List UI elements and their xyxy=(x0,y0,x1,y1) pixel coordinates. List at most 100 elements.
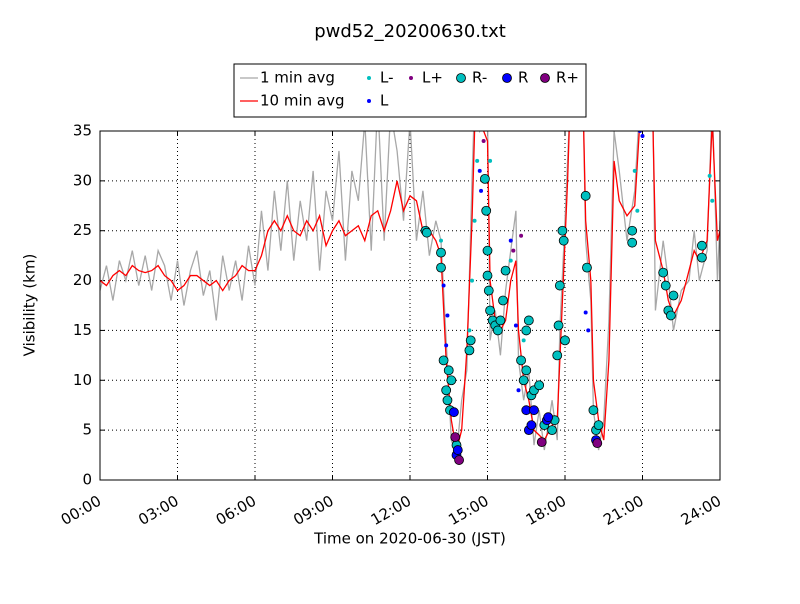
marker xyxy=(558,235,569,246)
legend-swatch xyxy=(540,73,550,83)
marker xyxy=(464,345,475,356)
legend-swatch xyxy=(502,73,512,83)
marker xyxy=(450,432,461,443)
marker xyxy=(439,238,443,243)
y-tick-label: 0 xyxy=(82,471,92,489)
marker xyxy=(438,355,449,366)
marker xyxy=(481,138,486,143)
marker xyxy=(467,328,472,333)
legend-swatch xyxy=(367,76,371,80)
legend-label: 1 min avg xyxy=(260,69,335,87)
marker xyxy=(660,280,671,291)
marker xyxy=(710,198,715,203)
marker xyxy=(516,388,521,393)
marker xyxy=(593,420,604,431)
marker xyxy=(465,335,476,346)
legend-box xyxy=(233,63,587,118)
marker xyxy=(485,305,495,316)
marker xyxy=(557,225,568,236)
marker xyxy=(580,190,591,201)
marker xyxy=(495,315,506,326)
marker xyxy=(627,237,638,248)
marker xyxy=(481,205,492,216)
marker xyxy=(536,437,547,448)
legend-swatch xyxy=(456,73,466,83)
marker xyxy=(452,445,463,455)
legend-label: R+ xyxy=(556,69,579,87)
marker xyxy=(443,365,454,376)
legend-swatch xyxy=(409,76,413,80)
marker xyxy=(560,335,570,346)
marker xyxy=(521,325,532,336)
marker xyxy=(454,455,464,465)
marker xyxy=(553,320,564,331)
marker xyxy=(436,247,446,258)
marker xyxy=(498,295,508,306)
legend-label: L+ xyxy=(422,69,443,87)
marker xyxy=(554,280,565,291)
marker xyxy=(582,262,592,273)
legend-swatch xyxy=(367,99,371,103)
marker xyxy=(668,290,679,301)
marker xyxy=(529,405,539,416)
marker xyxy=(547,425,557,436)
marker xyxy=(488,158,493,163)
marker xyxy=(640,133,645,138)
marker xyxy=(441,283,446,288)
y-tick-label: 10 xyxy=(73,371,92,389)
y-tick-label: 5 xyxy=(82,421,92,439)
plot-area xyxy=(100,131,720,465)
marker xyxy=(513,323,518,328)
marker xyxy=(635,208,640,213)
marker xyxy=(658,267,669,278)
marker xyxy=(483,285,494,296)
marker xyxy=(482,245,493,256)
y-tick-label: 20 xyxy=(73,271,92,289)
series-line xyxy=(100,131,720,451)
y-axis-label: Visibility (km) xyxy=(21,254,39,357)
marker xyxy=(472,218,477,223)
marker xyxy=(526,420,537,431)
marker xyxy=(583,310,588,315)
y-tick-label: 35 xyxy=(73,122,92,140)
legend-label: L- xyxy=(380,69,394,87)
series-line xyxy=(100,131,720,456)
marker xyxy=(508,238,513,243)
marker xyxy=(534,380,545,391)
marker xyxy=(442,395,453,406)
legend-label: R xyxy=(518,69,528,87)
marker xyxy=(521,338,526,343)
marker xyxy=(444,343,449,348)
marker xyxy=(666,310,676,321)
marker xyxy=(500,265,511,276)
marker xyxy=(516,355,526,366)
marker xyxy=(519,233,524,238)
y-tick-label: 30 xyxy=(73,171,92,189)
legend-label: L xyxy=(380,92,389,110)
marker xyxy=(477,168,482,173)
marker xyxy=(543,412,554,423)
marker xyxy=(492,325,503,336)
marker xyxy=(470,278,474,283)
marker xyxy=(588,405,599,416)
marker xyxy=(592,438,603,449)
marker xyxy=(441,385,452,396)
marker xyxy=(436,262,446,273)
marker xyxy=(479,188,484,193)
marker xyxy=(521,365,532,376)
marker xyxy=(697,252,707,263)
marker xyxy=(511,248,516,253)
marker xyxy=(697,240,707,251)
marker xyxy=(508,258,513,263)
marker xyxy=(523,315,534,326)
marker xyxy=(445,313,450,318)
marker xyxy=(627,225,638,236)
y-tick-label: 25 xyxy=(73,221,92,239)
legend-label: 10 min avg xyxy=(260,92,345,110)
marker xyxy=(707,173,712,178)
x-axis-label: Time on 2020-06-30 (JST) xyxy=(313,530,506,548)
axes-frame xyxy=(99,130,721,481)
marker xyxy=(632,168,637,173)
marker xyxy=(586,328,591,333)
